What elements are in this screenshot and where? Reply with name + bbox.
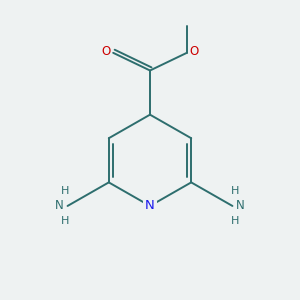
Text: H: H bbox=[231, 186, 239, 196]
Text: N: N bbox=[145, 200, 155, 212]
Text: N: N bbox=[55, 200, 64, 212]
Text: N: N bbox=[236, 200, 245, 212]
Text: H: H bbox=[61, 186, 69, 196]
Text: H: H bbox=[61, 216, 69, 226]
Text: O: O bbox=[190, 45, 199, 58]
Text: O: O bbox=[101, 45, 110, 58]
Text: H: H bbox=[231, 216, 239, 226]
